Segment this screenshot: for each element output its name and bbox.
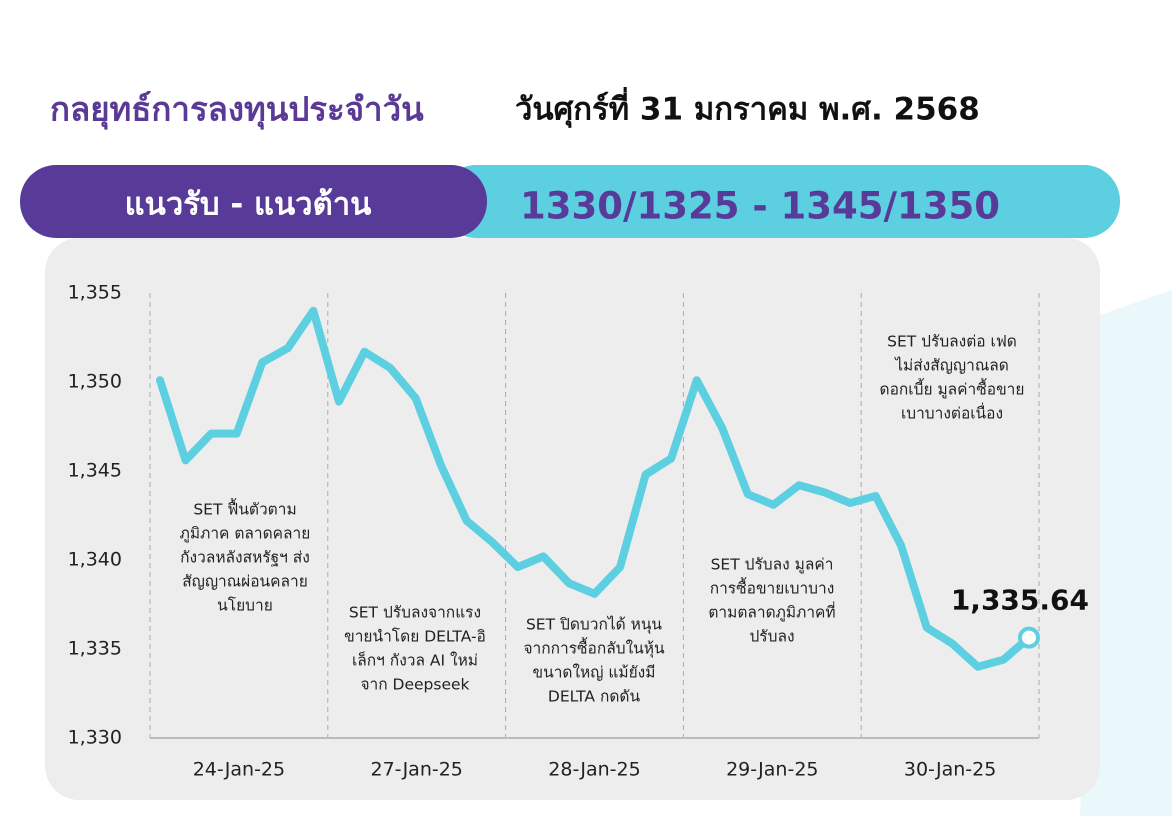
annotation: เบาบางต่อเนื่อง	[901, 403, 1003, 423]
annotation: SET ฟื้นตัวตาม	[193, 498, 296, 519]
annotation: จากการซื้อกลับในหุ้น	[523, 637, 665, 659]
annotation: DELTA กดดัน	[548, 688, 641, 706]
title: กลยุทธ์การลงทุนประจำวัน	[50, 90, 424, 131]
annotation: กังวลหลังสหรัฐฯ ส่ง	[180, 549, 310, 567]
plot: 1,330 1,335 1,340 1,345 1,350 1,355 24-Jan-25 2…	[68, 282, 1089, 781]
annotation: SET ปิดบวกได้ หนุน	[526, 616, 662, 635]
y-tick-label: 1,345	[68, 460, 122, 482]
annotation: ดอกเบี้ย มูลค่าซื้อขาย	[880, 378, 1025, 400]
annotation: ไม่ส่งสัญญาณลด	[893, 357, 1009, 375]
annotation: ปรับลง	[749, 628, 794, 646]
annotation: สัญญาณผ่อนคลาย	[182, 573, 308, 591]
banner-levels: 1330/1325 - 1345/1350	[520, 185, 1000, 228]
x-tick-label: 30-Jan-25	[904, 759, 996, 781]
annotation: นโยบาย	[217, 597, 273, 615]
annotation: ภูมิภาค ตลาดคลาย	[180, 525, 311, 544]
annotation: ขนาดใหญ่ แม้ยังมี	[533, 664, 656, 682]
y-tick-label: 1,350	[68, 371, 122, 393]
annotation: ตามตลาดภูมิภาคที่	[708, 602, 835, 623]
y-tick-label: 1,335	[68, 638, 122, 660]
annotation: ขายนำโดย DELTA-อิ	[344, 628, 486, 646]
line	[156, 306, 1033, 671]
banner-label-bg	[20, 165, 487, 238]
annotation: จาก Deepseek	[360, 676, 469, 694]
point	[1018, 626, 1040, 649]
value-label: 1,335.64	[951, 584, 1089, 617]
x-tick-label: 28-Jan-25	[548, 759, 640, 781]
annotation: การซื้อขายเบาบาง	[710, 577, 835, 598]
annotation: SET ปรับลงจากแรง	[349, 604, 481, 622]
y-tick-label: 1,330	[68, 727, 122, 749]
annotation: SET ปรับลง มูลค่า	[711, 556, 834, 575]
y-tick-label: 1,340	[68, 549, 122, 571]
banner-label: แนวรับ - แนวต้าน	[125, 187, 372, 223]
y-tick-label: 1,355	[68, 282, 122, 304]
annotation: เล็กฯ กังวล AI ใหม่	[352, 651, 478, 670]
annotation: SET ปรับลงต่อ เฟด	[887, 333, 1017, 351]
banner-levels-bg	[440, 165, 1120, 238]
x-tick-label: 29-Jan-25	[726, 759, 818, 781]
x-tick-label: 27-Jan-25	[370, 759, 462, 781]
date: วันศุกร์ที่ 31 มกราคม พ.ศ. 2568	[515, 87, 980, 129]
chart-panel	[45, 238, 1100, 800]
decor	[1080, 290, 1172, 816]
x-tick-label: 24-Jan-25	[193, 759, 285, 781]
